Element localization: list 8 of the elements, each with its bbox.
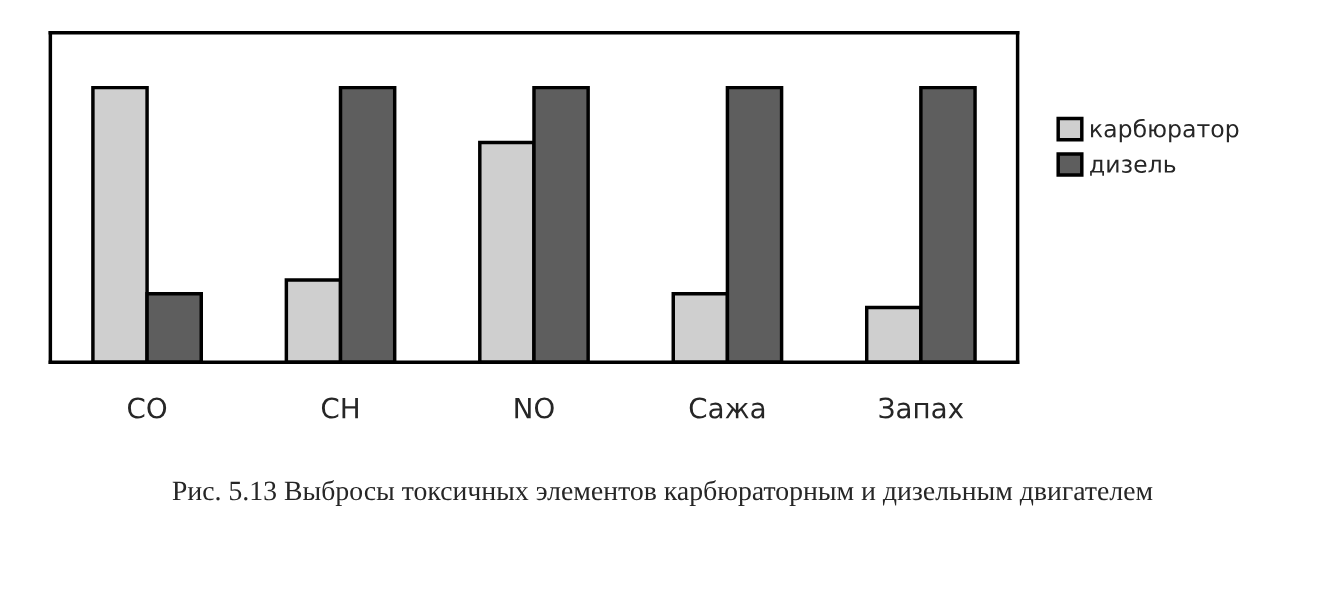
- x-tick-label: NO: [515, 397, 554, 419]
- legend-label: карбюратор: [1091, 118, 1239, 143]
- legend-label: дизель: [1090, 159, 1176, 176]
- x-tick-label: Запах: [879, 397, 964, 419]
- x-tick-label: CO: [128, 397, 167, 419]
- x-tick-label: CH: [321, 397, 358, 419]
- x-tick-label: Сажа: [689, 397, 765, 419]
- text: Рис. 5.13 Выбросы токсичных элементов карбюраторным и дизельным двигателем: [172, 480, 1153, 506]
